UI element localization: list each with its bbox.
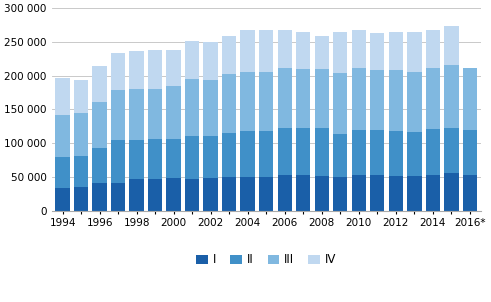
Bar bbox=[315, 176, 329, 210]
Bar bbox=[203, 136, 218, 178]
Bar bbox=[130, 140, 144, 179]
Bar bbox=[55, 78, 70, 115]
Bar bbox=[241, 131, 255, 177]
Bar bbox=[352, 68, 366, 130]
Bar bbox=[315, 69, 329, 128]
Bar bbox=[111, 140, 125, 183]
Bar bbox=[407, 132, 421, 176]
Bar bbox=[185, 79, 199, 136]
Bar bbox=[185, 136, 199, 179]
Bar bbox=[315, 36, 329, 69]
Bar bbox=[333, 133, 348, 177]
Bar bbox=[407, 176, 421, 210]
Bar bbox=[277, 31, 292, 68]
Bar bbox=[388, 69, 403, 131]
Bar bbox=[444, 65, 459, 127]
Bar bbox=[185, 40, 199, 79]
Bar bbox=[296, 69, 310, 128]
Bar bbox=[74, 187, 88, 210]
Bar bbox=[203, 178, 218, 210]
Bar bbox=[463, 130, 477, 175]
Bar bbox=[222, 36, 237, 74]
Bar bbox=[426, 175, 440, 210]
Bar bbox=[259, 72, 273, 131]
Bar bbox=[111, 53, 125, 90]
Bar bbox=[426, 68, 440, 129]
Bar bbox=[185, 179, 199, 210]
Bar bbox=[55, 115, 70, 156]
Bar bbox=[74, 80, 88, 113]
Bar bbox=[55, 156, 70, 188]
Bar bbox=[74, 156, 88, 187]
Bar bbox=[388, 32, 403, 69]
Bar bbox=[111, 90, 125, 140]
Bar bbox=[130, 51, 144, 89]
Bar bbox=[259, 31, 273, 72]
Bar bbox=[407, 32, 421, 72]
Bar bbox=[148, 89, 163, 139]
Bar bbox=[148, 139, 163, 179]
Bar bbox=[74, 113, 88, 156]
Bar bbox=[166, 86, 181, 139]
Bar bbox=[259, 131, 273, 177]
Bar bbox=[463, 68, 477, 130]
Bar bbox=[352, 130, 366, 175]
Bar bbox=[388, 176, 403, 210]
Bar bbox=[148, 179, 163, 210]
Legend: I, II, III, IV: I, II, III, IV bbox=[194, 251, 339, 268]
Bar bbox=[222, 178, 237, 210]
Bar bbox=[296, 128, 310, 175]
Bar bbox=[444, 127, 459, 173]
Bar bbox=[444, 26, 459, 65]
Bar bbox=[315, 128, 329, 176]
Bar bbox=[370, 130, 384, 175]
Bar bbox=[203, 80, 218, 136]
Bar bbox=[463, 175, 477, 210]
Bar bbox=[55, 188, 70, 210]
Bar bbox=[92, 66, 107, 102]
Bar bbox=[92, 102, 107, 148]
Bar bbox=[148, 50, 163, 89]
Bar bbox=[352, 175, 366, 210]
Bar bbox=[333, 32, 348, 73]
Bar bbox=[277, 68, 292, 128]
Bar bbox=[370, 33, 384, 69]
Bar bbox=[277, 128, 292, 175]
Bar bbox=[130, 89, 144, 140]
Bar bbox=[166, 50, 181, 86]
Bar bbox=[407, 72, 421, 132]
Bar bbox=[444, 173, 459, 210]
Bar bbox=[203, 42, 218, 80]
Bar bbox=[92, 148, 107, 183]
Bar bbox=[166, 139, 181, 178]
Bar bbox=[296, 175, 310, 210]
Bar bbox=[241, 177, 255, 210]
Bar bbox=[259, 177, 273, 210]
Bar bbox=[388, 131, 403, 176]
Bar bbox=[370, 175, 384, 210]
Bar bbox=[166, 178, 181, 210]
Bar bbox=[241, 30, 255, 72]
Bar bbox=[426, 129, 440, 175]
Bar bbox=[426, 30, 440, 68]
Bar bbox=[222, 74, 237, 133]
Bar bbox=[352, 30, 366, 68]
Bar bbox=[333, 73, 348, 133]
Bar bbox=[130, 179, 144, 210]
Bar bbox=[111, 183, 125, 210]
Bar bbox=[92, 183, 107, 210]
Bar bbox=[277, 175, 292, 210]
Bar bbox=[241, 72, 255, 131]
Bar bbox=[296, 32, 310, 69]
Bar bbox=[370, 69, 384, 130]
Bar bbox=[333, 177, 348, 210]
Bar bbox=[222, 133, 237, 178]
